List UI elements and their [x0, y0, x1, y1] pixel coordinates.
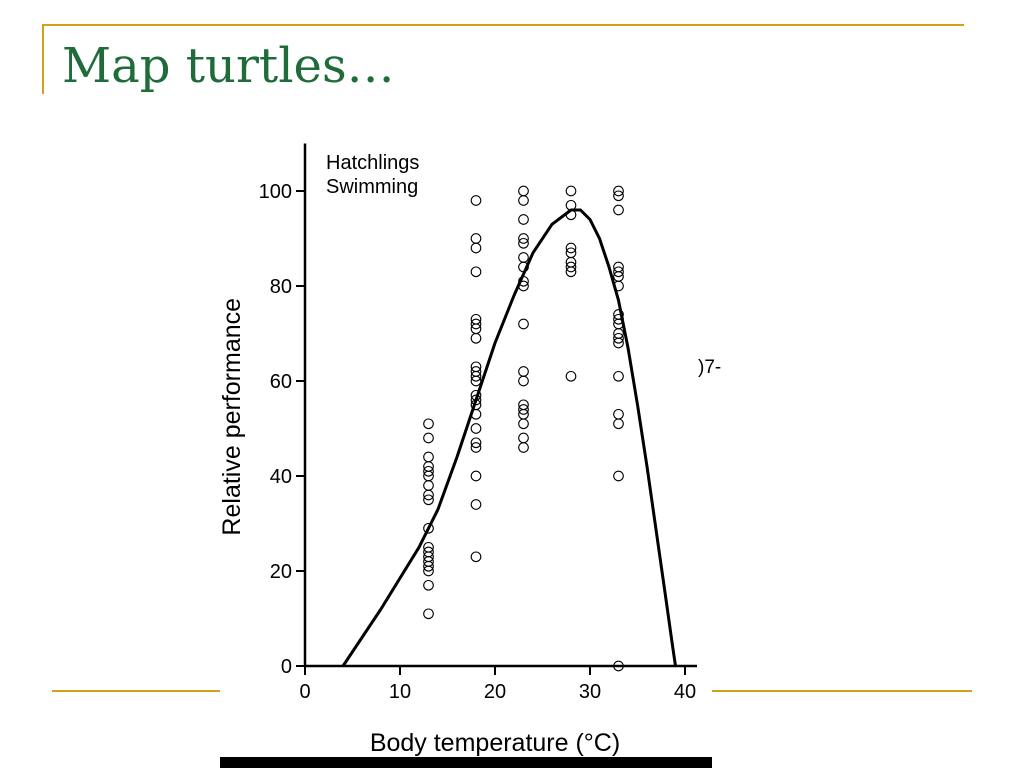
data-point — [518, 432, 529, 444]
performance-curve-layer — [341, 208, 677, 667]
data-point — [518, 195, 529, 206]
data-point — [565, 370, 577, 382]
x-axis-label: Body temperature (°C) — [370, 729, 620, 757]
footer-rule-right — [712, 690, 972, 692]
data-point — [423, 522, 434, 534]
chart-labels-layer: 0 20 40 60 80 100 0 10 20 30 40 Body temperature (°… — [218, 152, 696, 757]
data-point — [518, 442, 529, 453]
y-tick-label: 0 — [281, 656, 292, 678]
data-point — [613, 337, 624, 349]
data-point — [470, 499, 482, 510]
y-tick-label: 100 — [259, 181, 292, 203]
data-point — [470, 242, 482, 254]
data-point — [565, 242, 577, 254]
data-point — [423, 565, 434, 577]
title-accent-left-rule — [42, 24, 44, 94]
data-point — [518, 252, 529, 263]
data-point — [565, 261, 577, 273]
data-point — [518, 214, 529, 225]
data-point — [423, 432, 434, 444]
x-tick-label: 10 — [389, 681, 411, 703]
data-point — [518, 275, 529, 287]
data-point — [470, 195, 482, 206]
data-point — [470, 470, 482, 482]
data-point — [518, 366, 529, 377]
y-tick-label: 60 — [270, 371, 292, 393]
data-point — [613, 313, 624, 325]
data-point — [613, 332, 624, 344]
data-point — [470, 332, 482, 344]
data-point — [613, 470, 624, 482]
chart-annotation-line: Swimming — [326, 176, 418, 198]
cropped-text-fragment: )7- — [698, 357, 722, 378]
data-point — [423, 579, 434, 591]
data-point — [470, 423, 482, 434]
footer-rule-left — [52, 690, 220, 692]
y-tick-label: 80 — [270, 276, 292, 298]
x-tick-label: 20 — [484, 681, 506, 703]
data-point — [518, 280, 529, 292]
y-tick-label: 20 — [270, 561, 292, 583]
data-point — [518, 261, 529, 273]
data-point — [613, 408, 624, 420]
slide-title: Map turtles… — [62, 38, 395, 94]
data-point — [423, 465, 434, 477]
x-tick-label: 0 — [299, 681, 310, 703]
x-tick-label: 40 — [674, 681, 696, 703]
figure-panel — [220, 130, 712, 760]
data-point — [470, 408, 482, 420]
y-axis-label: Relative performance — [218, 298, 246, 536]
data-point — [470, 266, 482, 278]
title-accent-top-rule — [42, 24, 964, 26]
data-point — [613, 266, 624, 278]
data-point — [470, 233, 482, 244]
data-point — [470, 437, 482, 449]
data-point — [518, 418, 529, 430]
data-point — [613, 185, 624, 197]
data-point — [423, 489, 434, 501]
performance-curve — [341, 208, 677, 667]
chart-annotation-line: Hatchlings — [326, 152, 419, 174]
data-point — [518, 318, 529, 330]
data-point — [470, 370, 482, 382]
data-point — [613, 190, 624, 202]
data-point — [613, 280, 624, 292]
data-point — [518, 233, 529, 244]
x-tick-label: 30 — [579, 681, 601, 703]
data-point — [565, 185, 577, 197]
data-point — [423, 418, 434, 430]
data-point — [470, 375, 482, 387]
data-point — [470, 551, 482, 563]
data-point — [423, 560, 434, 572]
data-point — [423, 480, 434, 491]
data-point — [423, 608, 434, 620]
data-point — [518, 375, 529, 387]
data-point — [613, 370, 624, 382]
data-point — [565, 266, 577, 278]
data-points-layer — [423, 185, 624, 672]
chart-axes — [296, 143, 697, 675]
data-point — [518, 404, 529, 415]
data-point — [613, 204, 624, 216]
black-bar — [220, 757, 712, 768]
data-point — [565, 209, 577, 221]
data-point — [470, 394, 482, 406]
y-tick-label: 40 — [270, 466, 292, 488]
data-point — [423, 451, 434, 463]
data-point — [470, 442, 482, 453]
data-point — [613, 418, 624, 430]
data-point — [423, 494, 434, 506]
data-point — [518, 237, 529, 249]
data-point — [470, 318, 482, 330]
data-point — [613, 660, 624, 672]
data-point — [518, 185, 529, 197]
